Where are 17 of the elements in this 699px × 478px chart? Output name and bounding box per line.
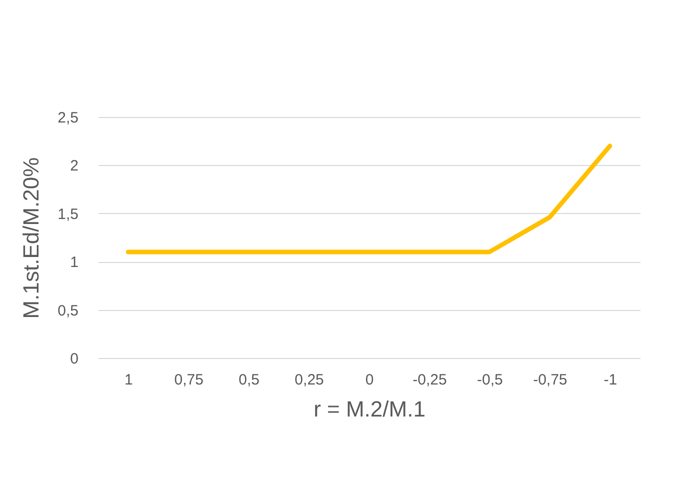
y-tick-label: 2,5 bbox=[58, 110, 78, 126]
y-tick-label: 1,5 bbox=[58, 206, 78, 223]
x-tick-label: 0,5 bbox=[238, 372, 260, 388]
y-tick-label: 0 bbox=[70, 350, 78, 368]
y-tick-label: 0,5 bbox=[58, 302, 78, 320]
x-tick-label: -1 bbox=[604, 372, 618, 388]
y-tick-label: 1 bbox=[70, 254, 78, 272]
x-tick-label: 0,75 bbox=[174, 372, 204, 388]
x-tick-label: 0 bbox=[365, 372, 374, 388]
x-tick-label: -0,75 bbox=[533, 372, 568, 388]
x-tick-label: 1 bbox=[124, 372, 133, 388]
x-tick-label: 0,25 bbox=[294, 372, 324, 388]
x-tick-label: -0,25 bbox=[412, 372, 447, 388]
y-tick-label: 2 bbox=[70, 158, 78, 175]
x-tick-label: -0,5 bbox=[477, 372, 503, 388]
x-axis-title: r = M.2/M.1 bbox=[314, 396, 426, 422]
y-axis-title: M.1st.Ed/M.20% bbox=[18, 157, 44, 319]
